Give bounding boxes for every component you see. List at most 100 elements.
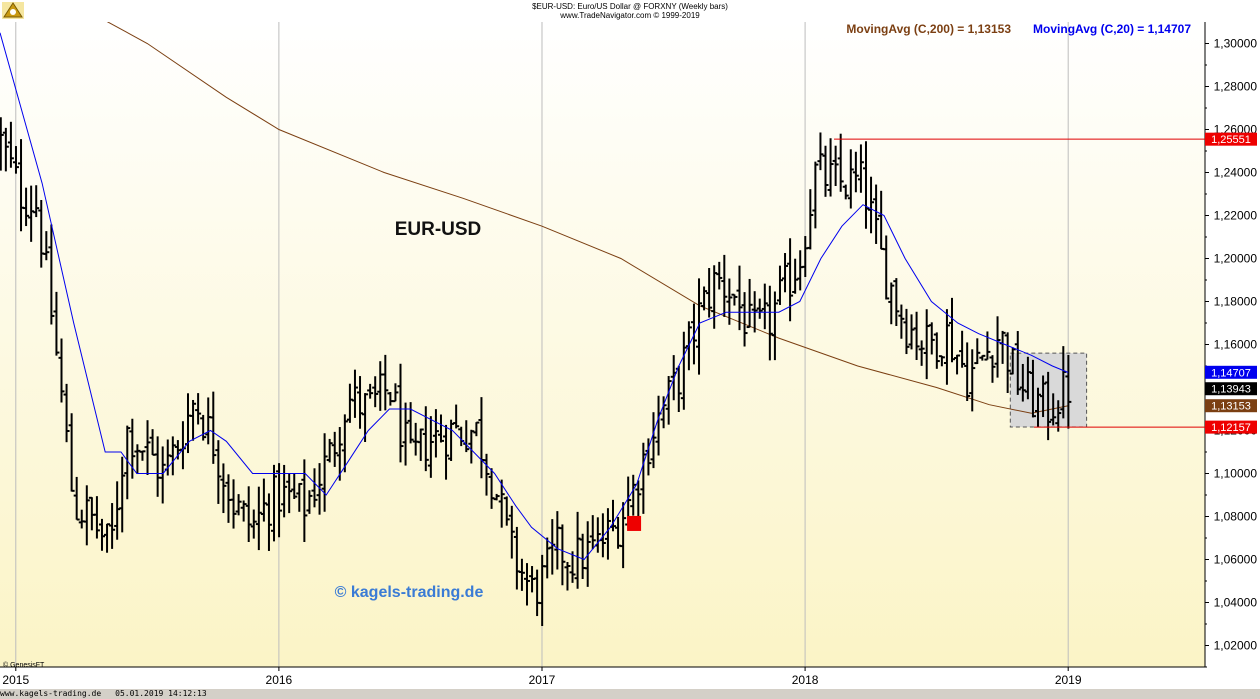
ohlc-bar: [367, 383, 374, 399]
ohlc-bar: [255, 486, 262, 551]
y-tick-label: 1,18000: [1214, 295, 1258, 309]
ohlc-bar: [711, 265, 718, 329]
ohlc-bar: [564, 562, 571, 591]
ohlc-bar: [83, 485, 90, 546]
ohlc-bar: [832, 145, 839, 187]
ohlc-bar: [432, 409, 439, 458]
x-tick-label: 2019: [1055, 673, 1082, 687]
ohlc-bar: [569, 551, 576, 583]
price-tag-ma200: 1,13153: [1205, 399, 1257, 413]
ohlc-bar: [23, 187, 30, 227]
ohlc-bar: [660, 396, 667, 429]
ohlc-bar: [483, 453, 490, 496]
ohlc-bar: [771, 291, 778, 361]
ohlc-bar: [190, 399, 197, 441]
price-tag-close: 1,13943: [1205, 382, 1257, 396]
y-tick-label: 1,28000: [1214, 80, 1258, 94]
ohlc-bar: [508, 505, 515, 559]
ohlc-bar: [873, 184, 880, 244]
ohlc-bar: [286, 473, 293, 514]
ohlc-bar: [351, 369, 358, 418]
ohlc-bar: [680, 331, 687, 410]
ohlc-bar: [933, 332, 940, 369]
ohlc-bar: [903, 308, 910, 355]
x-tick-label: 2015: [2, 673, 29, 687]
ohlc-bar: [989, 355, 996, 383]
ohlc-bar: [696, 278, 703, 375]
footer-site: www.kagels-trading.de: [0, 689, 102, 698]
price-tag-low: 1,12157: [1205, 420, 1257, 434]
watermark: © kagels-trading.de: [335, 584, 484, 601]
ohlc-bar: [589, 515, 596, 550]
ohlc-bar: [48, 224, 55, 325]
ma200-legend: MovingAvg (C,200) = 1,13153: [846, 22, 1011, 36]
y-tick-label: 1,22000: [1214, 209, 1258, 223]
ohlc-bar: [928, 322, 935, 355]
ohlc-bar: [453, 404, 460, 429]
signal-marker: [627, 515, 642, 531]
ohlc-bar: [250, 509, 257, 539]
ohlc-bar: [807, 189, 814, 250]
ohlc-bar: [847, 149, 854, 209]
ohlc-bar: [124, 425, 131, 500]
price-axis-background: [1205, 22, 1260, 667]
svg-text:1,14707: 1,14707: [1211, 367, 1251, 379]
ohlc-bar: [362, 393, 369, 443]
time-axis-background: [0, 667, 1205, 689]
ohlc-bar: [736, 265, 743, 331]
symbol-label: EUR-USD: [395, 219, 482, 240]
ohlc-bar: [43, 231, 50, 261]
ohlc-bar: [195, 393, 202, 425]
y-tick-label: 1,30000: [1214, 37, 1258, 51]
chart-title: $EUR-USD: Euro/US Dollar @ FORXNY (Weekl…: [532, 2, 728, 11]
ohlc-bar: [215, 440, 222, 504]
ohlc-bar: [837, 133, 844, 192]
ohlc-bar: [731, 293, 738, 306]
price-tag-ma20: 1,14707: [1205, 365, 1257, 379]
ohlc-bar: [523, 563, 530, 606]
y-tick-label: 1,20000: [1214, 252, 1258, 266]
ohlc-bar: [1029, 359, 1036, 418]
ohlc-bar: [341, 414, 348, 473]
ohlc-bar: [276, 463, 283, 538]
ohlc-bar: [948, 297, 955, 363]
ohlc-bar: [584, 521, 591, 587]
ohlc-bar: [908, 314, 915, 350]
ohlc-bar: [888, 282, 895, 325]
svg-text:1,25551: 1,25551: [1211, 134, 1251, 146]
x-tick-label: 2018: [792, 673, 819, 687]
ohlc-bar: [104, 523, 111, 553]
ohlc-bar: [741, 292, 748, 347]
footer-date: 05.01.2019 14:12:13: [115, 689, 207, 698]
ohlc-bar: [1014, 331, 1021, 395]
ohlc-bar: [979, 354, 986, 361]
ohlc-bar: [311, 468, 318, 508]
ohlc-bar: [954, 354, 961, 375]
ohlc-bar: [782, 253, 789, 293]
ohlc-bar: [245, 486, 252, 543]
title-bar: [0, 0, 1260, 22]
ohlc-bar: [635, 480, 642, 522]
ohlc-bar: [943, 309, 950, 385]
ohlc-bar: [913, 311, 920, 361]
ohlc-bar: [716, 261, 723, 290]
ohlc-bar: [918, 340, 925, 366]
ohlc-bar: [0, 117, 4, 171]
ohlc-bar: [984, 331, 991, 361]
y-tick-label: 1,08000: [1214, 510, 1258, 524]
ohlc-bar: [1050, 393, 1057, 426]
ohlc-bar: [726, 278, 733, 325]
ohlc-bar: [169, 436, 176, 476]
ohlc-bar: [503, 496, 510, 526]
ohlc-bar: [427, 416, 434, 478]
ohlc-bar: [898, 304, 905, 339]
ohlc-bar: [559, 524, 566, 586]
ohlc-bar: [144, 420, 151, 475]
ohlc-bar: [119, 456, 126, 533]
ohlc-bar: [938, 355, 945, 367]
ma20-line: [0, 32, 1069, 561]
svg-text:1,13943: 1,13943: [1211, 384, 1251, 396]
ohlc-bar: [620, 502, 627, 569]
ohlc-bar: [321, 433, 328, 512]
ohlc-bar: [1045, 371, 1052, 441]
